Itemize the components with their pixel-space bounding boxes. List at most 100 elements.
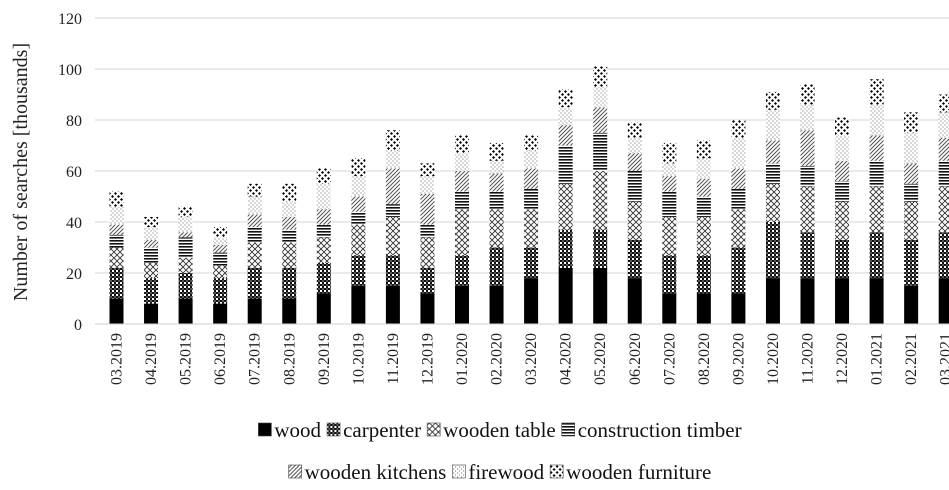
bar-segment-construction-timber [489,191,504,210]
bar-segment-wooden-furniture [662,142,677,164]
bar-segment-wooden-kitchens [696,178,711,197]
bar-segment-carpenter [316,262,331,294]
bar-segment-wooden-furniture [938,94,949,113]
bar-segment-wood [144,303,159,324]
bar-segment-wooden-table [213,265,228,279]
bar-segment-firewood [731,137,746,169]
bar-segment-wood [247,298,262,324]
x-tick-label: 04.2019 [143,333,160,385]
bar-segment-wood [558,267,573,324]
bar-segment-wooden-furniture [593,66,608,87]
bar-segment-construction-timber [109,234,124,248]
bar-segment-construction-timber [213,252,228,266]
bar-segment-wooden-furniture [800,84,815,105]
bar-segment-carpenter [351,255,366,286]
bar-segment-wooden-kitchens [420,193,435,225]
bar-segment-firewood [455,153,469,171]
x-tick-label: 11.2019 [385,333,402,384]
bar-segment-wooden-furniture [385,130,400,151]
bar-segment-construction-timber [144,247,159,263]
bar-segment-wooden-kitchens [178,232,193,238]
legend-swatch [258,422,272,437]
bar-segment-wooden-table [489,209,504,248]
y-tick-label: 60 [66,164,82,181]
x-tick-label: 05.2020 [592,333,609,385]
bar-segment-wood [835,278,850,324]
bar-segment-wood [213,303,228,324]
legend-label: wooden furniture [566,460,711,484]
bar-segment-wooden-furniture [455,135,469,154]
bar-segment-wood [524,278,539,324]
bar-segment-wooden-table [800,186,815,233]
bar-segment-firewood [869,104,884,136]
bar-segment-wood [765,278,780,324]
bar-segment-wooden-table [558,183,573,230]
bar-segment-carpenter [696,255,711,294]
bar-segment-wooden-table [869,186,884,233]
bar-segment-firewood [696,158,711,179]
bar-segment-firewood [144,227,159,240]
legend-item: carpenter [326,418,421,442]
y-tick-label: 80 [66,113,82,130]
legend-swatch [288,464,302,479]
legend-item: wooden table [426,418,556,442]
bar-segment-wooden-kitchens [144,239,159,248]
y-tick-label: 20 [66,266,82,283]
bar-segment-carpenter [593,229,608,268]
bar-segment-wood [662,293,677,324]
bar-segment-wood [178,298,193,324]
x-axis-ticks: 03.2019 04.2019 05.2019 06.2019 07.2019 08.20… [109,333,949,385]
bar-segment-firewood [593,86,608,108]
bar-segment-wood [627,278,642,324]
bar-segment-carpenter [489,247,504,286]
bar-segment-firewood [178,216,193,233]
bar-segment-carpenter [455,255,469,286]
bar-segment-firewood [524,150,539,169]
x-tick-label: 09.2020 [730,333,747,385]
y-axis-ticks: 0 20 40 60 80 100 120 [58,11,82,334]
legend-row: wood carpenter wooden table construction ti… [258,418,742,442]
x-tick-label: 12.2019 [419,333,436,385]
bar-segment-construction-timber [696,196,711,217]
bar-segment-wooden-kitchens [316,209,331,225]
bar-segment-wooden-furniture [731,120,746,138]
bar-segment-wooden-kitchens [800,130,815,166]
x-tick-label: 06.2019 [212,333,229,385]
y-tick-label: 100 [58,62,82,79]
bar-segment-wood [731,293,746,324]
bar-segment-wood [869,278,884,324]
legend-label: wooden kitchens [305,460,447,484]
bar-segment-carpenter [904,239,919,286]
x-tick-label: 08.2019 [281,333,298,385]
bar-segment-wooden-kitchens [109,224,124,235]
bar-segment-wood [938,278,949,324]
bar-segment-wooden-table [455,209,469,256]
bar-segment-wooden-furniture [109,191,124,207]
bar-segment-firewood [627,137,642,154]
x-tick-label: 11.2020 [800,333,817,384]
bar-segment-wooden-kitchens [731,168,746,189]
legend-row: wooden kitchens firewood wooden furniture [288,460,711,484]
bar-segment-wooden-furniture [247,183,262,197]
bar-segment-wooden-furniture [178,206,193,217]
bar-segment-firewood [489,160,504,174]
bar-segment-firewood [835,135,850,161]
bar-segment-construction-timber [765,163,780,184]
bar-segment-wooden-table [247,242,262,268]
bar-segment-wood [489,285,504,324]
bar-segment-carpenter [938,232,949,279]
bar-segment-wooden-furniture [558,89,573,108]
x-tick-label: 06.2020 [627,333,644,385]
bar-segment-carpenter [385,255,400,286]
bar-segment-wooden-furniture [420,163,435,177]
bar-segment-wooden-furniture [835,117,850,136]
bar-segment-firewood [282,201,297,217]
bar-segment-firewood [213,237,228,245]
bar-segment-construction-timber [282,229,297,243]
bar-segment-wooden-kitchens [385,168,400,205]
bar-segment-construction-timber [178,237,193,258]
legend-label: wooden table [443,418,556,442]
bar-segment-wooden-table [765,183,780,222]
bar-segment-wooden-kitchens [247,214,262,228]
bar-segment-wooden-table [109,247,124,268]
